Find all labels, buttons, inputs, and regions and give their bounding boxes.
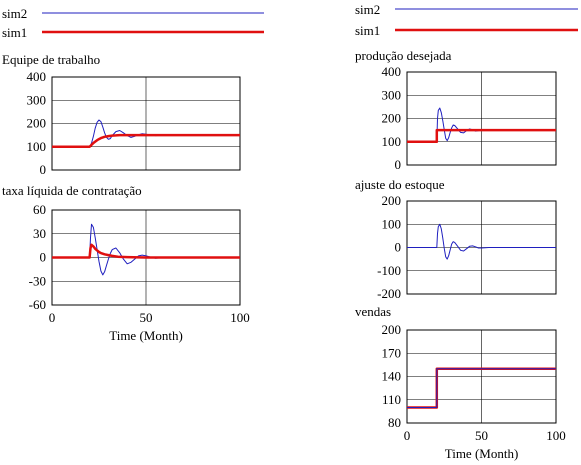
taxa-ytick-label: 0: [40, 250, 47, 265]
legend-right-label-0: sim2: [355, 2, 380, 17]
producao-ytick-label: 0: [395, 157, 402, 172]
panel-equipe-title: Equipe de trabalho: [2, 52, 100, 67]
vendas-xtick-label: 100: [546, 428, 566, 443]
legend-left-label-1: sim1: [2, 25, 27, 40]
vendas-ytick-label: 170: [382, 345, 402, 360]
taxa-xtick-label: 0: [49, 310, 56, 325]
taxa-ytick-label: 30: [33, 226, 46, 241]
equipe-ytick-label: 100: [27, 139, 47, 154]
producao-ytick-label: 100: [382, 134, 402, 149]
equipe-ytick-label: 300: [27, 92, 47, 107]
panel-equipe: Equipe de trabalho 400 300 200 100 0: [2, 52, 241, 177]
equipe-ytick-label: 0: [40, 162, 47, 177]
vendas-xtick-label: 50: [475, 428, 488, 443]
ajuste-ytick-label: 100: [382, 216, 402, 231]
taxa-xtick-label: 50: [140, 310, 153, 325]
vendas-xtick-label: 0: [404, 428, 411, 443]
panel-producao-title: produção desejada: [355, 48, 452, 63]
taxa-series-sim1: [52, 243, 240, 259]
panel-producao: produção desejada 400 300 200 100 0: [355, 48, 557, 172]
equipe-ytick-label: 400: [27, 69, 47, 84]
equipe-ytick-label: 200: [27, 116, 47, 131]
taxa-x-axis-label: Time (Month): [109, 328, 183, 343]
panel-taxa: taxa líquida de contratação 60300-30-600…: [2, 183, 250, 343]
panel-vendas: vendas 200 170 140 110 800 50 100 Time (Month): [355, 304, 566, 461]
taxa-ytick-label: -60: [29, 297, 46, 312]
legend-left: sim2 sim1: [2, 6, 264, 40]
ajuste-ytick-label: -100: [377, 263, 401, 278]
vendas-series-sim2: [407, 368, 556, 408]
legend-right: sim2 sim1: [355, 2, 578, 38]
ajuste-ytick-label: 200: [382, 193, 402, 208]
panel-ajuste-title: ajuste do estoque: [355, 177, 445, 192]
vendas-ytick-label: 140: [382, 369, 402, 384]
producao-ytick-label: 400: [382, 64, 402, 79]
equipe-plot-frame: [51, 76, 241, 171]
taxa-ytick-label: 60: [33, 202, 46, 217]
panel-vendas-title: vendas: [355, 304, 391, 319]
vendas-x-axis-label: Time (Month): [445, 446, 519, 461]
ajuste-series-sim2: [407, 223, 556, 260]
legend-right-label-1: sim1: [355, 23, 380, 38]
vendas-ytick-label: 200: [382, 322, 402, 337]
producao-plot-frame: [406, 71, 557, 166]
producao-ytick-label: 300: [382, 87, 402, 102]
vendas-ytick-label: 110: [382, 392, 401, 407]
panel-ajuste: ajuste do estoque 200 100 0 -100 -200: [355, 177, 557, 301]
equipe-series-sim1: [52, 133, 240, 149]
producao-ytick-label: 200: [382, 111, 402, 126]
panel-taxa-title: taxa líquida de contratação: [2, 183, 142, 198]
ajuste-ytick-label: 0: [395, 240, 402, 255]
taxa-xtick-label: 100: [230, 310, 250, 325]
taxa-ytick-label: -30: [29, 273, 46, 288]
vendas-plot-frame: [406, 329, 557, 424]
legend-left-label-0: sim2: [2, 6, 27, 21]
ajuste-ytick-label: -200: [377, 286, 401, 301]
vendas-ytick-label: 80: [388, 415, 401, 430]
producao-series-sim1: [407, 128, 556, 144]
